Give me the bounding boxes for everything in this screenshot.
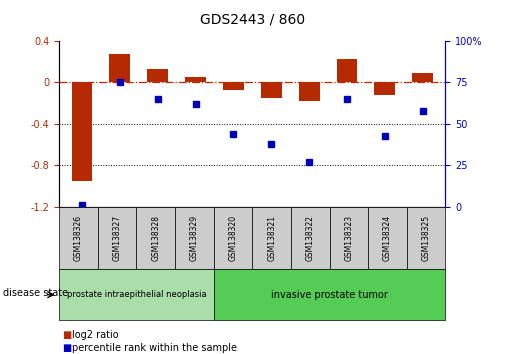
Text: GSM138320: GSM138320 xyxy=(229,215,237,261)
Text: GSM138325: GSM138325 xyxy=(422,215,431,261)
Text: percentile rank within the sample: percentile rank within the sample xyxy=(72,343,237,353)
Text: prostate intraepithelial neoplasia: prostate intraepithelial neoplasia xyxy=(66,290,207,299)
Bar xyxy=(109,54,130,82)
Bar xyxy=(261,82,282,98)
Bar xyxy=(72,82,92,181)
Text: invasive prostate tumor: invasive prostate tumor xyxy=(271,290,388,300)
Text: log2 ratio: log2 ratio xyxy=(72,330,119,340)
Text: GSM138323: GSM138323 xyxy=(345,215,353,261)
Bar xyxy=(223,82,244,90)
Text: GSM138321: GSM138321 xyxy=(267,215,276,261)
Text: GSM138327: GSM138327 xyxy=(113,215,122,261)
Text: disease state: disease state xyxy=(3,288,67,298)
Bar xyxy=(337,59,357,82)
Text: GSM138326: GSM138326 xyxy=(74,215,83,261)
Bar xyxy=(413,73,433,82)
Bar xyxy=(299,82,320,101)
Text: ■: ■ xyxy=(62,330,71,340)
Text: GSM138328: GSM138328 xyxy=(151,215,160,261)
Bar xyxy=(147,69,168,82)
Text: GSM138322: GSM138322 xyxy=(306,215,315,261)
Bar xyxy=(185,77,206,82)
Text: GSM138324: GSM138324 xyxy=(383,215,392,261)
Bar xyxy=(374,82,396,95)
Text: GDS2443 / 860: GDS2443 / 860 xyxy=(200,12,305,27)
Text: GSM138329: GSM138329 xyxy=(190,215,199,261)
Text: ■: ■ xyxy=(62,343,71,353)
